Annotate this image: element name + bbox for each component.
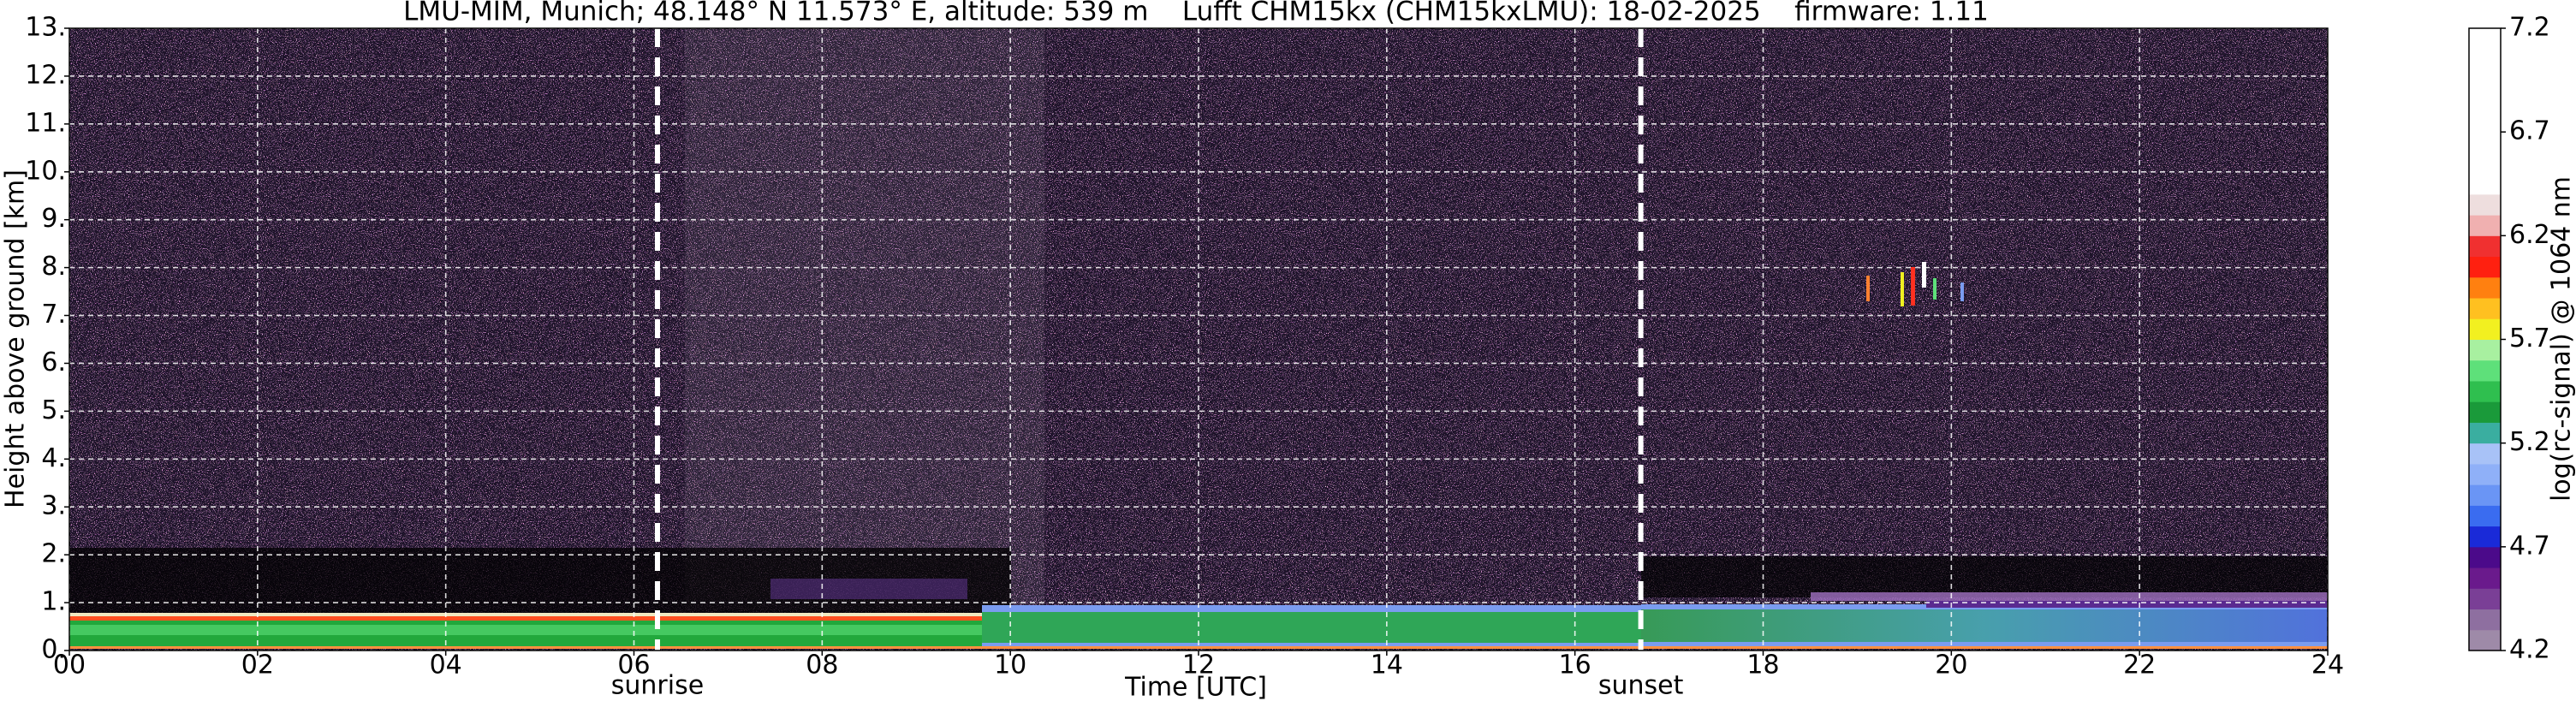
colorbar-band xyxy=(2469,443,2501,465)
colorbar-band xyxy=(2469,609,2501,631)
colorbar-band xyxy=(2469,567,2501,589)
x-tick-label: 20 xyxy=(1935,651,1967,680)
colorbar-tick-label: 6.2 xyxy=(2509,220,2550,250)
x-tick-label: 10 xyxy=(994,651,1026,680)
colorbar-band xyxy=(2469,505,2501,527)
y-tick-label: 0. xyxy=(41,635,66,665)
x-axis-label: Time [UTC] xyxy=(1124,673,1267,703)
y-tick-label: 8. xyxy=(41,252,66,282)
annotation-label: sunrise xyxy=(611,671,704,701)
colorbar-tick-label: 6.7 xyxy=(2509,116,2550,146)
colorbar-band xyxy=(2469,28,2501,50)
colorbar-band xyxy=(2469,463,2501,485)
x-tick-label: 24 xyxy=(2311,651,2344,680)
y-tick-label: 10. xyxy=(25,156,66,186)
heatmap-boundary-layer xyxy=(69,625,982,635)
y-tick-label: 9. xyxy=(41,204,66,234)
x-tick-label: 08 xyxy=(806,651,838,680)
colorbar-band xyxy=(2469,173,2501,195)
colorbar-band xyxy=(2469,380,2501,402)
colorbar-band xyxy=(2469,152,2501,175)
y-tick-label: 13. xyxy=(25,13,66,43)
colorbar-band xyxy=(2469,401,2501,423)
colorbar-band xyxy=(2469,588,2501,610)
colorbar-tick-label: 4.7 xyxy=(2509,531,2550,561)
y-tick-label: 4. xyxy=(41,443,66,473)
y-tick-label: 3. xyxy=(41,491,66,521)
colorbar-tick-label: 7.2 xyxy=(2509,13,2550,43)
heatmap-daylight-noise xyxy=(685,28,1044,610)
colorbar-band xyxy=(2469,276,2501,299)
heatmap-top-edge xyxy=(69,613,982,618)
x-tick-label: 14 xyxy=(1371,651,1403,680)
x-tick-label: 16 xyxy=(1559,651,1591,680)
heatmap-aerosol-layer xyxy=(770,579,967,599)
heatmap-boundary-layer xyxy=(1641,609,2328,642)
plot-frame xyxy=(68,27,2329,651)
y-tick-label: 1. xyxy=(41,587,66,617)
heatmap-top-edge xyxy=(69,616,982,621)
x-tick-label: 02 xyxy=(241,651,274,680)
x-tick-label: 22 xyxy=(2123,651,2156,680)
colorbar-band xyxy=(2469,298,2501,319)
y-tick-label: 5. xyxy=(41,395,66,425)
y-tick-label: 11. xyxy=(25,108,66,138)
colorbar-label: log(rc-signal) @ 1064 nm xyxy=(2547,176,2576,502)
x-tick-label: 00 xyxy=(53,651,86,680)
colorbar-band xyxy=(2469,215,2501,236)
colorbar-band xyxy=(2469,256,2501,278)
colorbar-band xyxy=(2469,69,2501,92)
annotation-label: sunset xyxy=(1598,671,1684,701)
colorbar-band xyxy=(2469,193,2501,216)
y-tick-label: 7. xyxy=(41,300,66,330)
heatmap-cloud-cell xyxy=(1911,267,1915,306)
y-axis-label: Height above ground [km] xyxy=(1,169,31,508)
heatmap-aerosol-layer xyxy=(1926,601,2328,608)
x-tick-label: 04 xyxy=(430,651,462,680)
y-tick-label: 6. xyxy=(41,348,66,377)
colorbar-band xyxy=(2469,339,2501,361)
heatmap-cloud-cell xyxy=(1933,278,1936,300)
colorbar-tick-label: 5.2 xyxy=(2509,427,2550,457)
colorbar-band xyxy=(2469,318,2501,340)
colorbar-band xyxy=(2469,526,2501,548)
colorbar-band xyxy=(2469,484,2501,506)
heatmap-cloud-cell xyxy=(1960,282,1964,301)
y-tick-label: 12. xyxy=(25,60,66,90)
colorbar-band xyxy=(2469,90,2501,112)
heatmap-cloud-cell xyxy=(1901,272,1904,306)
colorbar-band xyxy=(2469,422,2501,444)
x-tick-label: 18 xyxy=(1746,651,1779,680)
colorbar-band xyxy=(2469,546,2501,568)
heatmap-aerosol-layer xyxy=(1811,592,2328,601)
heatmap-cloud-cell xyxy=(1922,262,1926,288)
colorbar-tick-label: 4.2 xyxy=(2509,635,2550,665)
y-tick-label: 2. xyxy=(41,539,66,569)
colorbar-band xyxy=(2469,359,2501,382)
heatmap-cloud xyxy=(1866,262,1964,306)
colorbar-band xyxy=(2469,110,2501,133)
heatmap-dark-layer xyxy=(1641,556,2328,597)
colorbar-band xyxy=(2469,49,2501,70)
colorbar-band xyxy=(2469,132,2501,153)
x-tick-label: 12 xyxy=(1182,651,1215,680)
heatmap-boundary-layer xyxy=(982,612,1641,643)
colorbar-band xyxy=(2469,235,2501,258)
x-tick-label: 06 xyxy=(617,651,650,680)
colorbar-band xyxy=(2469,629,2501,651)
chart-title: LMU-MIM, Munich; 48.148° N 11.573° E, al… xyxy=(403,0,1989,27)
colorbar-tick-label: 5.7 xyxy=(2509,324,2550,354)
heatmap-ground xyxy=(69,646,2328,649)
heatmap-cloud-cell xyxy=(1866,276,1870,301)
